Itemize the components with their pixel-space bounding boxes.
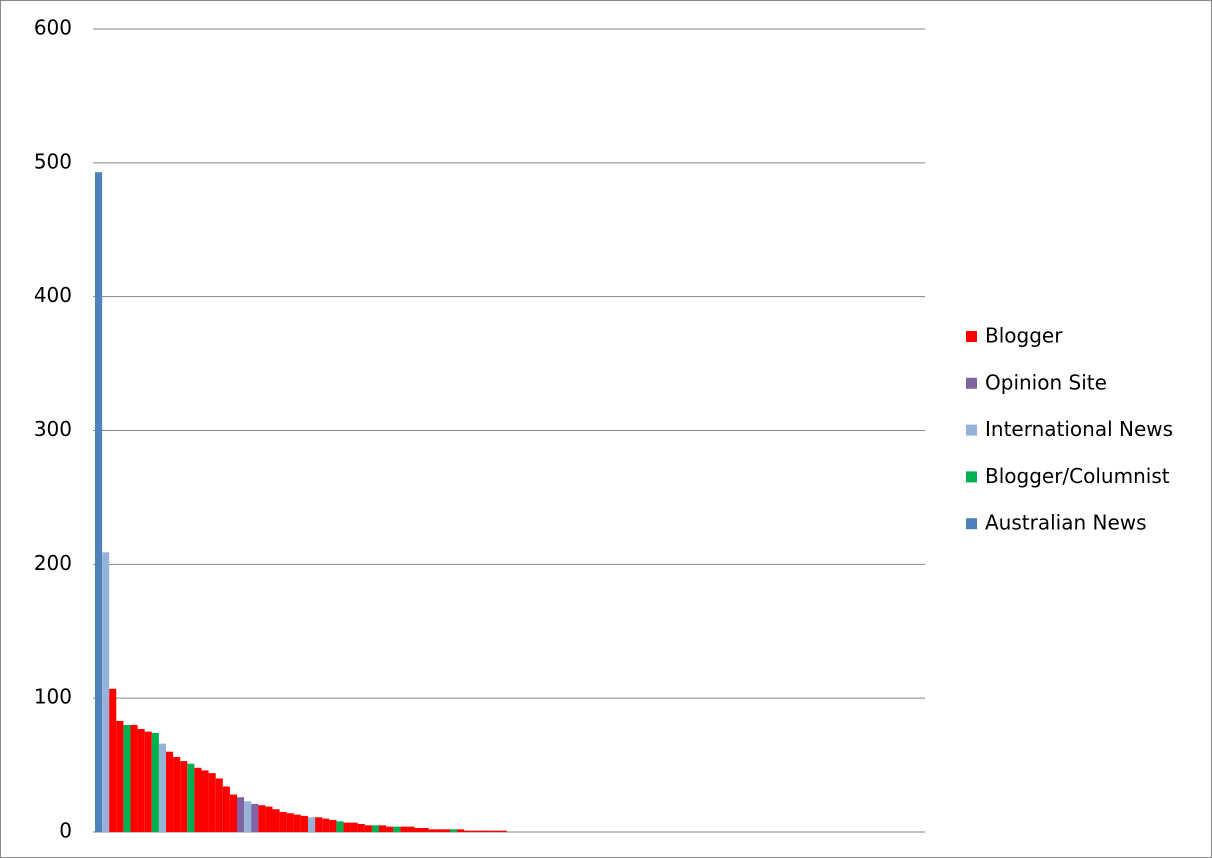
- bar: [279, 811, 287, 832]
- bar: [386, 826, 394, 832]
- bar: [116, 720, 124, 832]
- bar: [215, 778, 223, 832]
- bar: [137, 728, 145, 832]
- legend-swatch: [966, 518, 977, 530]
- bar: [272, 809, 280, 832]
- bar: [151, 732, 159, 832]
- bar: [442, 829, 450, 832]
- bar: [166, 751, 174, 832]
- legend-swatch: [966, 331, 977, 342]
- legend-swatch: [966, 377, 977, 389]
- bar: [357, 823, 365, 832]
- bar: [414, 827, 422, 832]
- bar: [336, 821, 344, 832]
- bar: [485, 830, 493, 832]
- bar: [229, 794, 237, 832]
- bar: [130, 724, 138, 832]
- y-tick-label: 400: [34, 283, 72, 307]
- bar: [308, 817, 316, 832]
- bar: [364, 825, 372, 832]
- bar: [457, 829, 465, 832]
- legend-swatch: [966, 424, 977, 436]
- bar: [258, 805, 266, 832]
- bar: [123, 724, 131, 832]
- bar: [265, 806, 273, 832]
- bar: [471, 830, 479, 832]
- legend-label: Blogger/Columnist: [985, 464, 1170, 488]
- bar: [350, 822, 358, 832]
- bar: [180, 761, 188, 832]
- bar: [393, 826, 401, 832]
- bar: [293, 814, 301, 832]
- bar: [194, 767, 202, 832]
- bar: [144, 731, 152, 832]
- bar: [251, 803, 259, 832]
- legend-label: Blogger: [985, 324, 1063, 348]
- bar: [315, 817, 323, 832]
- bar: [173, 757, 181, 832]
- bar: [102, 552, 110, 832]
- bar: [435, 829, 443, 832]
- bar: [371, 825, 379, 832]
- y-tick-label: 600: [34, 16, 72, 40]
- bar: [95, 172, 103, 832]
- legend-swatch: [966, 471, 977, 483]
- legend-label: Australian News: [985, 511, 1147, 535]
- bar: [400, 826, 408, 832]
- bar: [187, 763, 195, 832]
- bar: [499, 830, 507, 832]
- bar: [329, 819, 337, 832]
- bar: [379, 825, 387, 832]
- bar: [201, 770, 209, 832]
- bar: [222, 786, 230, 832]
- bar: [343, 822, 351, 832]
- bar: [450, 829, 458, 832]
- bar: [464, 830, 472, 832]
- y-tick-label: 100: [34, 685, 72, 709]
- bar: [478, 830, 486, 832]
- bar: [407, 826, 415, 832]
- bar: [109, 688, 117, 832]
- bar: [244, 801, 252, 832]
- legend-label: Opinion Site: [985, 370, 1107, 394]
- y-tick-label: 500: [34, 149, 72, 173]
- y-tick-label: 300: [34, 417, 72, 441]
- bar: [286, 813, 294, 832]
- bar: [237, 797, 245, 832]
- bar: [421, 827, 429, 832]
- bar: [300, 815, 308, 832]
- bar: [428, 829, 436, 832]
- legend-label: International News: [985, 417, 1173, 441]
- bar: [158, 743, 166, 832]
- bar: [492, 830, 500, 832]
- y-tick-label: 0: [59, 819, 72, 843]
- bar: [322, 818, 330, 832]
- y-tick-label: 200: [34, 551, 72, 575]
- bar: [208, 773, 216, 832]
